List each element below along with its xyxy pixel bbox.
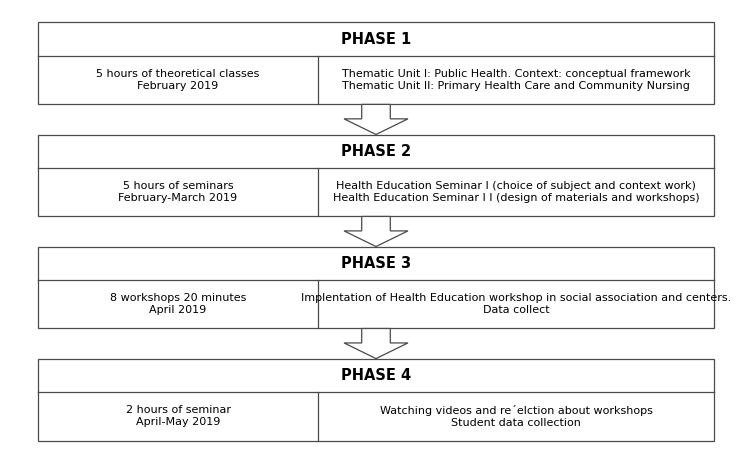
Text: 5 hours of theoretical classes
February 2019: 5 hours of theoretical classes February … <box>96 69 259 91</box>
Polygon shape <box>344 104 408 134</box>
Text: 2 hours of seminar
April-May 2019: 2 hours of seminar April-May 2019 <box>126 406 231 427</box>
Text: Health Education Seminar I (choice of subject and context work)
Health Education: Health Education Seminar I (choice of su… <box>333 181 700 203</box>
Text: Thematic Unit I: Public Health. Context: conceptual framework
Thematic Unit II: : Thematic Unit I: Public Health. Context:… <box>342 69 691 91</box>
Text: PHASE 1: PHASE 1 <box>341 31 411 47</box>
Text: PHASE 4: PHASE 4 <box>341 368 411 383</box>
Text: Implentation of Health Education workshop in social association and centers.
Dat: Implentation of Health Education worksho… <box>302 294 732 315</box>
Polygon shape <box>344 329 408 358</box>
Bar <box>38 134 714 217</box>
Text: 5 hours of seminars
February-March 2019: 5 hours of seminars February-March 2019 <box>119 181 238 203</box>
Bar <box>38 246 714 329</box>
Bar <box>38 358 714 441</box>
Bar <box>38 22 714 104</box>
Text: 8 workshops 20 minutes
April 2019: 8 workshops 20 minutes April 2019 <box>110 294 246 315</box>
Text: PHASE 3: PHASE 3 <box>341 256 411 271</box>
Text: PHASE 2: PHASE 2 <box>341 144 411 159</box>
Text: Watching videos and re´elction about workshops
Student data collection: Watching videos and re´elction about wor… <box>380 405 653 427</box>
Polygon shape <box>344 217 408 246</box>
